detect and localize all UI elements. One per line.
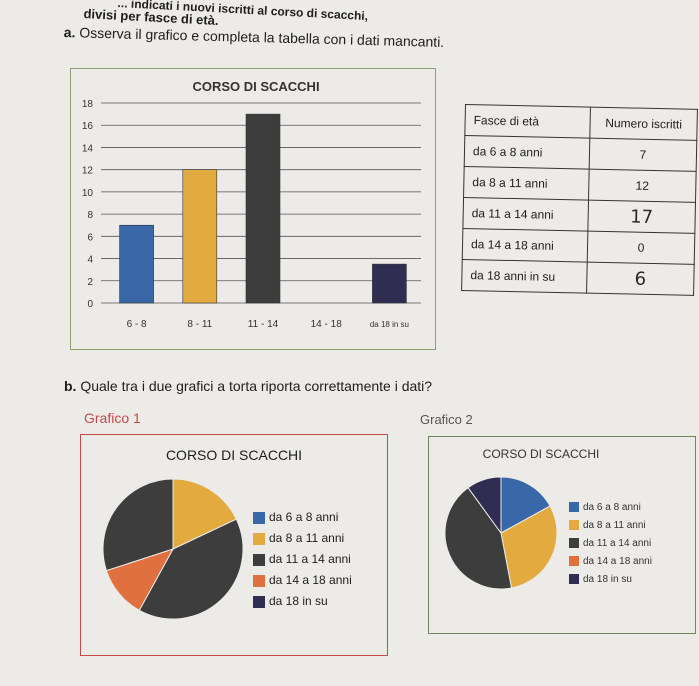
legend-swatch xyxy=(569,574,579,585)
y-tick-label: 14 xyxy=(82,143,94,154)
question-a: a. Osserva il grafico e completa la tabe… xyxy=(64,24,445,50)
legend-swatch xyxy=(253,595,265,608)
legend-swatch xyxy=(253,574,265,587)
legend-item: da 8 a 11 anni xyxy=(569,517,652,535)
legend-label: da 6 a 8 anni xyxy=(583,502,641,513)
y-tick-label: 2 xyxy=(87,277,93,288)
bar xyxy=(182,169,218,304)
pie-slice xyxy=(172,478,238,550)
table-cell-age: da 11 a 14 anni xyxy=(462,197,589,232)
legend-item: da 14 a 18 anni xyxy=(253,570,352,591)
table-cell-count: 7 xyxy=(589,138,697,172)
table-row: da 18 anni in su 6 xyxy=(461,259,695,296)
table-cell-count: 0 xyxy=(587,231,695,265)
question-a-text: Osserva il grafico e completa la tabella… xyxy=(79,24,445,50)
y-tick-label: 6 xyxy=(87,232,93,243)
y-tick-label: 16 xyxy=(82,121,94,132)
legend-swatch xyxy=(253,553,265,566)
y-tick-label: 0 xyxy=(87,299,93,310)
pie-slice xyxy=(444,486,513,590)
legend-label: da 6 a 8 anni xyxy=(269,510,339,524)
legend-label: da 8 a 11 anni xyxy=(583,520,646,531)
pie-slice xyxy=(500,505,558,589)
legend-swatch xyxy=(569,556,579,567)
table-cell-count: 12 xyxy=(588,169,697,203)
legend-swatch xyxy=(569,538,579,549)
pie-slice xyxy=(102,478,174,572)
legend-label: da 8 a 11 anni xyxy=(269,531,345,545)
bar xyxy=(372,263,407,304)
y-tick-label: 10 xyxy=(82,188,94,199)
data-table: Fasce di età Numero iscritti da 6 a 8 an… xyxy=(461,104,698,296)
legend-label: da 14 a 18 anni xyxy=(583,556,652,567)
legend-item: da 18 in su xyxy=(569,571,652,589)
grafico-1-label: Grafico 1 xyxy=(84,410,141,426)
x-tick-label: 6 - 8 xyxy=(127,319,147,330)
pie-chart-1-title: CORSO DI SCACCHI xyxy=(165,447,303,463)
legend-item: da 18 in su xyxy=(253,591,352,612)
table-cell-age: da 6 a 8 anni xyxy=(464,135,590,170)
question-a-letter: a. xyxy=(63,24,76,41)
legend-label: da 11 a 14 anni xyxy=(583,538,652,549)
x-tick-label: da 18 in su xyxy=(370,320,409,329)
legend-item: da 11 a 14 anni xyxy=(253,549,352,570)
legend-item: da 8 a 11 anni xyxy=(253,528,352,549)
table-cell-age: da 14 a 18 anni xyxy=(462,228,588,263)
bar-chart: CORSO DI SCACCHI 0 2 4 6 8 10 12 14 16 18 6 - 8 8 - … xyxy=(82,79,421,330)
grafico-2-label: Grafico 2 xyxy=(420,412,473,427)
table-row: da 6 a 8 anni 7 xyxy=(464,135,697,172)
pie-slice xyxy=(467,476,502,535)
x-tick-label: 14 - 18 xyxy=(311,319,343,330)
question-b-text: Quale tra i due grafici a torta riporta … xyxy=(80,378,433,394)
legend-item: da 11 a 14 anni xyxy=(569,535,652,553)
table-header-age: Fasce di età xyxy=(464,104,591,139)
pie-slice xyxy=(500,476,551,534)
legend-swatch xyxy=(569,520,579,531)
table-cell-count-handwritten: 6 xyxy=(586,262,695,296)
legend-label: da 18 in su xyxy=(269,594,328,608)
legend-swatch xyxy=(253,511,265,524)
table-cell-count-handwritten: 17 xyxy=(587,200,696,234)
legend-label: da 11 a 14 anni xyxy=(269,552,351,566)
legend-item: da 14 a 18 anni xyxy=(569,553,652,571)
pie-chart-2-frame: CORSO DI SCACCHI da 6 a 8 anni da 8 a 11 … xyxy=(428,436,696,634)
y-tick-label: 12 xyxy=(82,166,94,177)
pie-chart-1 xyxy=(102,478,244,620)
bar xyxy=(119,224,154,304)
table-row: da 14 a 18 anni 0 xyxy=(462,228,695,265)
legend-item: da 6 a 8 anni xyxy=(569,499,652,517)
y-tick-label: 8 xyxy=(87,210,93,221)
bar-chart-title: CORSO DI SCACCHI xyxy=(192,79,319,94)
table-row: da 8 a 11 anni 12 xyxy=(463,166,697,203)
y-tick-label: 18 xyxy=(82,99,94,110)
pie-chart-1-frame: CORSO DI SCACCHI da 6 a 8 anni da 8 a 11 … xyxy=(80,434,388,656)
table-header-count: Numero iscritti xyxy=(589,107,698,141)
legend-label: da 18 in su xyxy=(583,574,632,585)
table-cell-age: da 8 a 11 anni xyxy=(463,166,590,201)
pie-chart-2-legend: da 6 a 8 anni da 8 a 11 anni da 11 a 14 an… xyxy=(569,499,652,589)
question-b: b. Quale tra i due grafici a torta ripor… xyxy=(64,378,432,394)
y-tick-label: 4 xyxy=(87,255,93,266)
pie-chart-2-title: CORSO DI SCACCHI xyxy=(482,447,600,461)
bar-chart-frame: CORSO DI SCACCHI 0 2 4 6 8 10 12 14 16 18 6 - 8 8 - … xyxy=(70,68,436,350)
table-cell-age: da 18 anni in su xyxy=(461,259,588,294)
pie-slice xyxy=(138,518,244,620)
x-tick-label: 11 - 14 xyxy=(248,319,279,330)
legend-label: da 14 a 18 anni xyxy=(269,573,352,587)
x-tick-label: 8 - 11 xyxy=(187,319,212,330)
pie-chart-1-legend: da 6 a 8 anni da 8 a 11 anni da 11 a 14 an… xyxy=(253,507,352,612)
legend-swatch xyxy=(569,502,579,513)
pie-chart-2 xyxy=(444,476,558,590)
legend-item: da 6 a 8 anni xyxy=(253,507,352,528)
bar xyxy=(245,113,281,304)
question-b-letter: b. xyxy=(64,378,77,394)
data-table-wrap: Fasce di età Numero iscritti da 6 a 8 an… xyxy=(461,104,698,296)
table-row: da 11 a 14 anni 17 xyxy=(462,197,696,234)
legend-swatch xyxy=(253,532,265,545)
table-header-row: Fasce di età Numero iscritti xyxy=(464,104,698,141)
